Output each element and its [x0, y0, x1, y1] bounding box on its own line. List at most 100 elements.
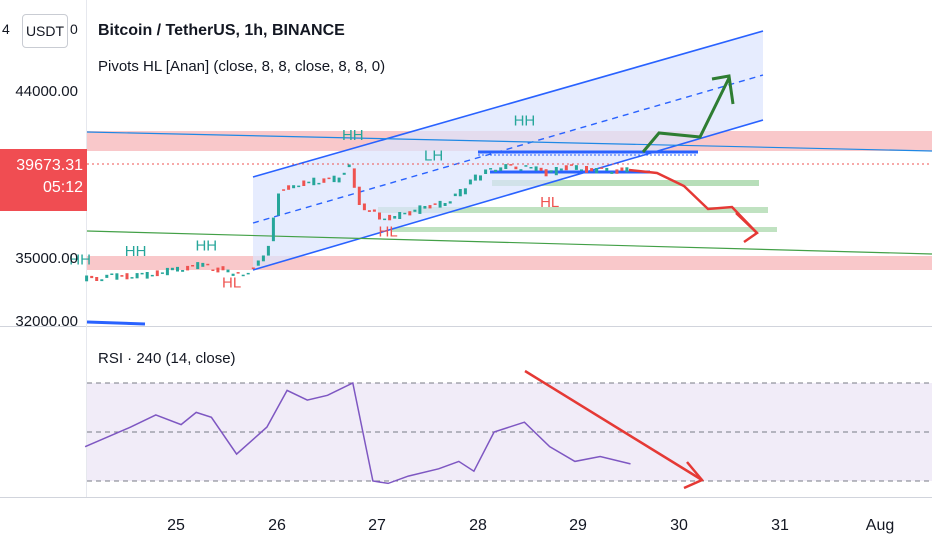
price-candle [494, 169, 498, 172]
x-tick-label: Aug [866, 517, 894, 534]
channel-upper-line [252, 30, 764, 178]
x-tick-label: 29 [569, 517, 587, 534]
price-candle [236, 272, 240, 274]
pivot-low-label: HL [222, 275, 241, 292]
price-candle [625, 167, 629, 173]
price-candle [383, 218, 387, 221]
unit-edge-zero: 0 [70, 21, 78, 37]
price-candle [473, 174, 477, 181]
price-candle [514, 166, 518, 170]
price-candle [393, 216, 397, 219]
price-candle [580, 169, 583, 171]
rsi-legend[interactable]: RSI · 240 (14, close) [98, 350, 236, 367]
price-candle [165, 267, 169, 276]
pivot-low-label: HL [540, 194, 559, 211]
unit-edge-digit: 4 [2, 21, 10, 37]
indicator-legend[interactable]: Pivots HL [Anan] (close, 8, 8, close, 8,… [98, 58, 386, 75]
bullish-arrowhead [711, 74, 735, 105]
price-candle [191, 265, 195, 267]
price-candle [605, 167, 609, 171]
price-candle [221, 266, 225, 271]
price-candle [287, 185, 291, 190]
price-candle [292, 185, 296, 189]
y-tick-label: 44000.00 [15, 83, 78, 100]
price-candle [453, 193, 457, 197]
price-candle [559, 168, 563, 171]
price-candle [347, 164, 351, 168]
price-candle [282, 189, 286, 191]
pivot-high-label: HH [342, 127, 364, 144]
price-candle [181, 270, 185, 272]
y-axis-ticks: 44000.00 35000.00 32000.00 [15, 83, 78, 330]
bullish-projection-arrow [641, 77, 731, 153]
price-candle [564, 165, 568, 171]
price-candle [186, 265, 190, 271]
price-candle [499, 167, 503, 171]
price-candle [105, 274, 109, 278]
price-candle [423, 206, 427, 209]
price-candle [403, 212, 407, 215]
price-candle [615, 169, 619, 174]
x-tick-label: 27 [368, 517, 386, 534]
price-candle [529, 167, 533, 169]
pivot-high-label: LH [424, 148, 443, 165]
last-price-badge: 39673.31 05:12 [0, 149, 87, 211]
descending-trendline [86, 131, 932, 152]
price-candle [418, 205, 422, 214]
price-candle [519, 169, 523, 171]
price-candle [398, 212, 402, 219]
bearish-arrowhead [735, 212, 759, 244]
rsi-line [84, 381, 631, 485]
price-candle [342, 172, 346, 175]
price-candle [312, 177, 316, 186]
price-candle [201, 262, 205, 267]
rsi-divergence-arrow [524, 369, 703, 482]
price-candle [150, 274, 154, 277]
price-candle [95, 277, 99, 281]
price-candle [438, 200, 442, 208]
price-candle [484, 169, 488, 174]
price-candle [302, 180, 306, 186]
price-candle [297, 185, 301, 188]
price-candle [176, 266, 179, 272]
price-candle [620, 167, 624, 171]
price-candle [352, 168, 356, 188]
price-candle [362, 203, 366, 211]
price-candle [135, 273, 139, 279]
target-zone-2 [378, 207, 768, 213]
price-candle [367, 210, 371, 212]
price-candle [120, 275, 124, 277]
price-candle [428, 205, 432, 209]
pivot-high-label: HH [69, 251, 91, 268]
old-level-line [86, 320, 146, 326]
price-candle [271, 217, 275, 242]
price-candle [246, 272, 250, 275]
bar-countdown: 05:12 [42, 179, 83, 196]
price-candle [85, 275, 89, 282]
support-zone [87, 256, 932, 270]
price-candle [322, 178, 326, 183]
price-candle [433, 203, 437, 205]
x-tick-label: 28 [469, 517, 487, 534]
price-candle [211, 269, 215, 271]
price-candle [125, 273, 129, 280]
pivot-high-label: HH [125, 243, 147, 260]
target-zone-1 [492, 180, 759, 186]
price-candle [170, 267, 174, 271]
price-candle [307, 181, 311, 184]
price-candle [388, 214, 392, 221]
price-candle [231, 273, 235, 276]
price-candle [610, 171, 614, 174]
currency-unit-button[interactable]: USDT [22, 14, 68, 48]
price-candle [251, 267, 255, 269]
pivot-high-label: HH [514, 112, 536, 129]
price-candle [332, 175, 336, 183]
price-candle [509, 164, 513, 166]
price-candle [277, 193, 280, 216]
price-candle [115, 273, 119, 280]
price-candle [256, 260, 260, 266]
price-candle [468, 179, 472, 185]
price-candle [600, 167, 604, 169]
price-candle [378, 212, 381, 220]
